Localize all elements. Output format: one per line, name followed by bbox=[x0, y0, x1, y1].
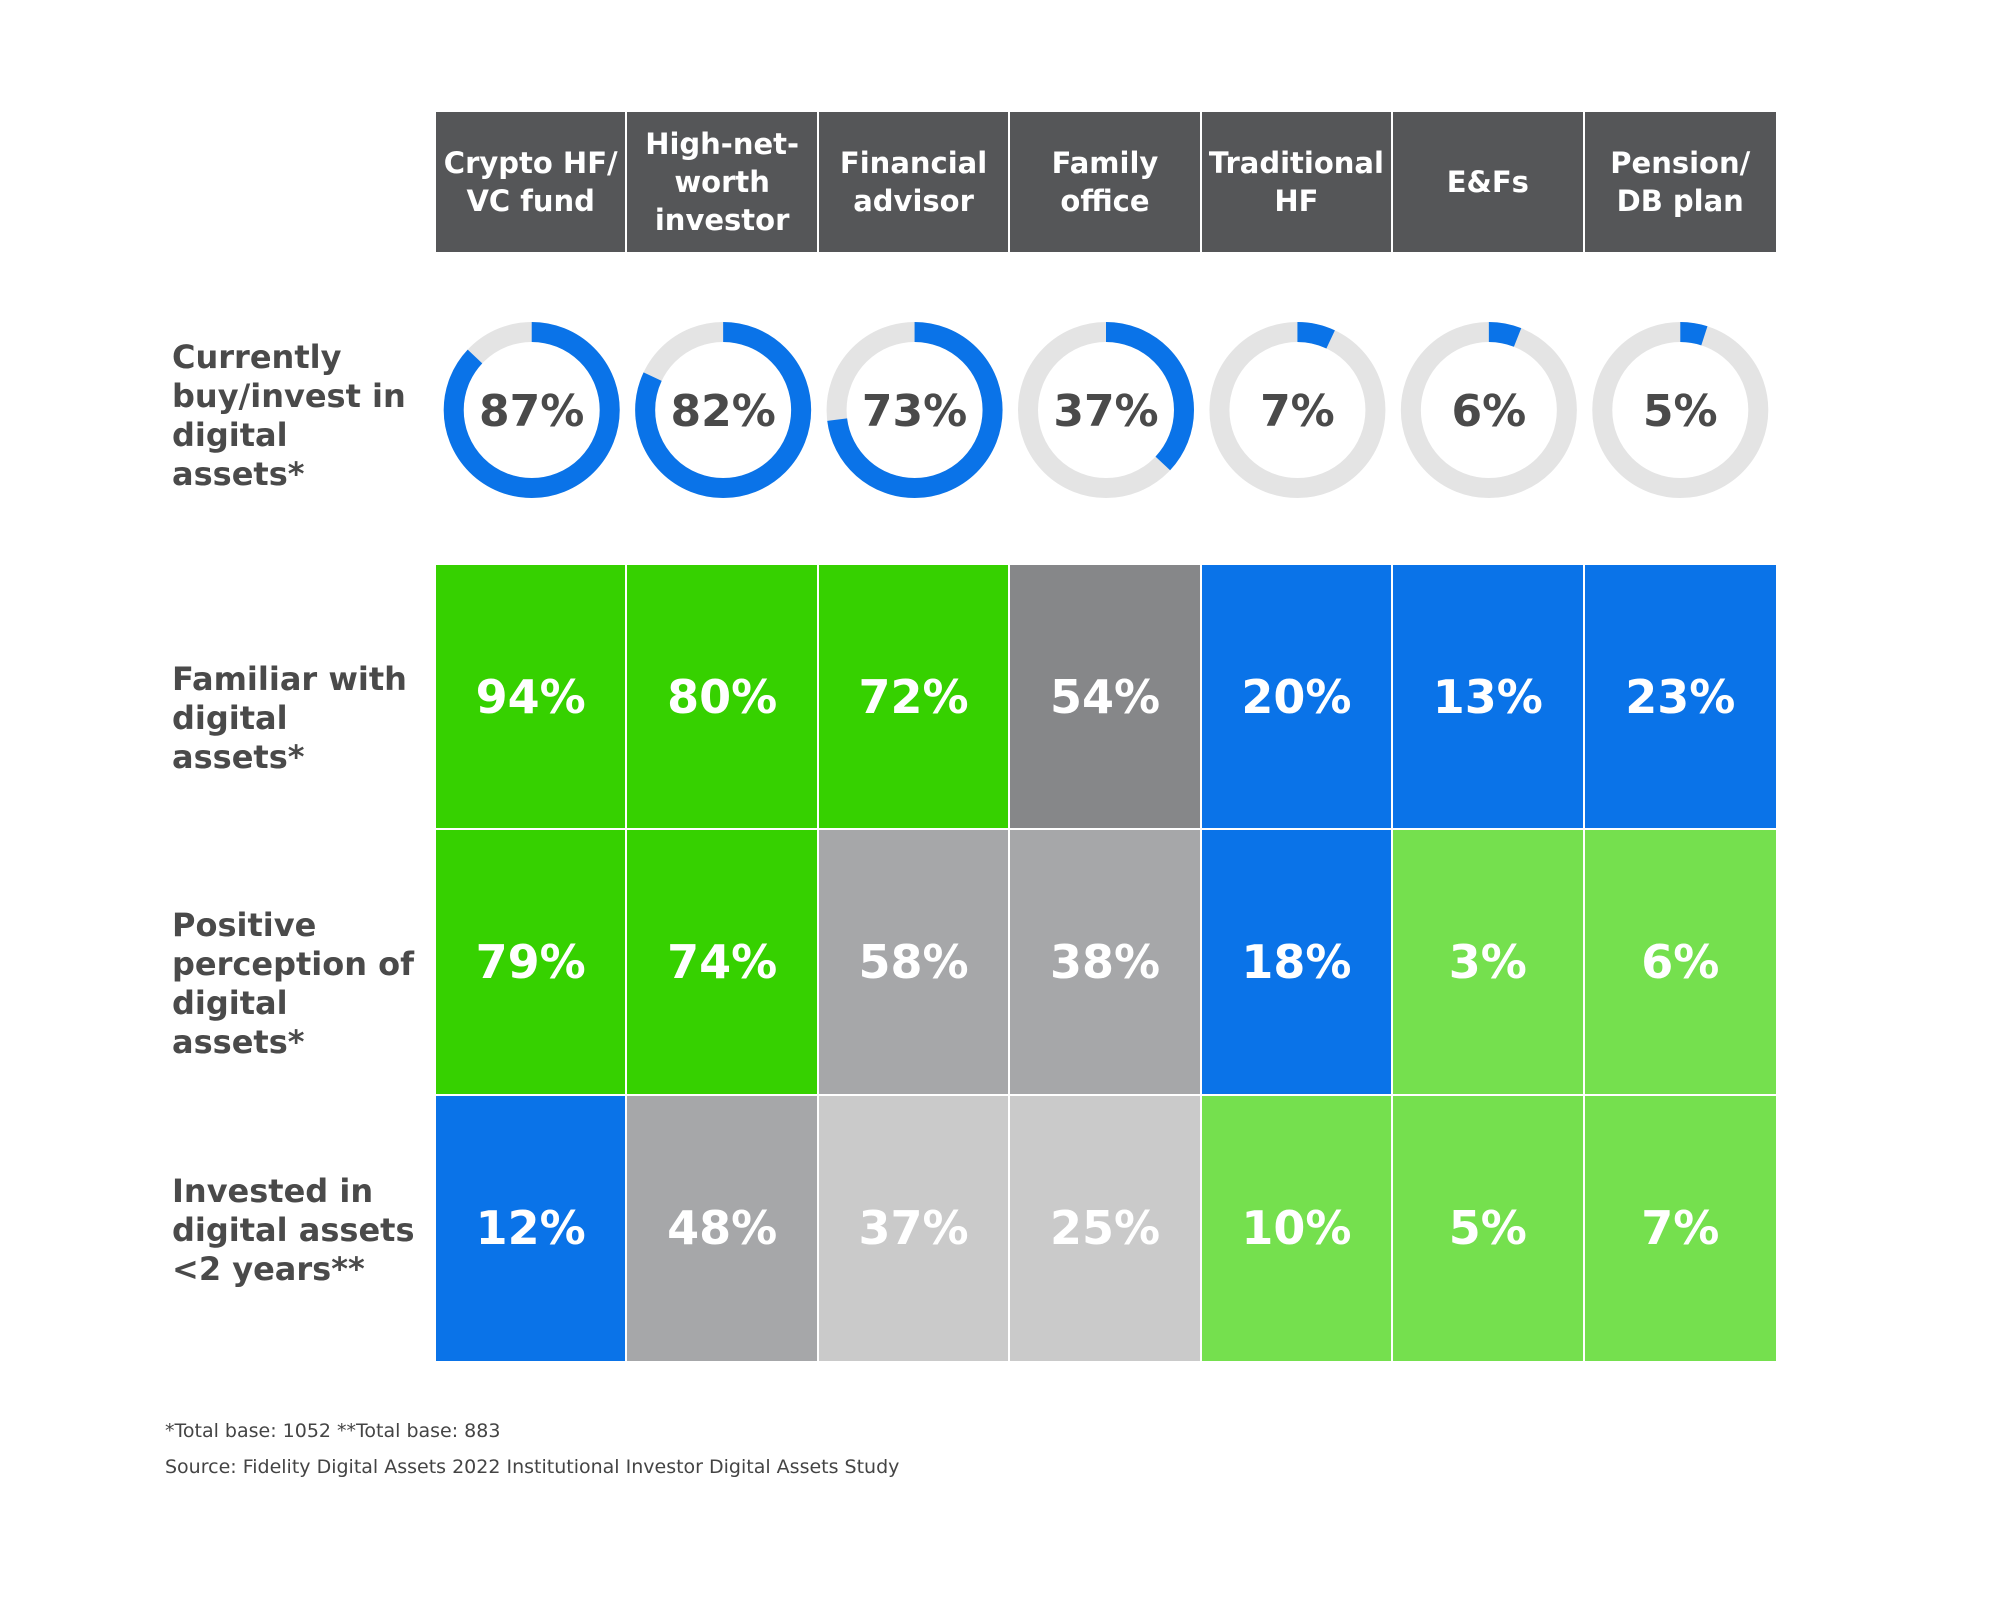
donut-label: 37% bbox=[1053, 386, 1158, 437]
donut-5: 7% bbox=[1209, 322, 1386, 498]
row-label-positive-perception: Positive perception of digital assets* bbox=[172, 906, 415, 1061]
heatmap-grid: 94% 80% 72% 54% 20% 13% 23% 79% 74% 58% 38% 18% 3% 6%… bbox=[436, 565, 1776, 1361]
row-label-familiar: Familiar with digital assets* bbox=[172, 660, 407, 776]
heatmap-cell: 80% bbox=[627, 565, 819, 831]
donut-chart-row: 87% 82% 73% 37% 7% 6% 5% bbox=[443, 322, 1769, 498]
heatmap-cell: 10% bbox=[1201, 1095, 1394, 1361]
donut-2: 82% bbox=[635, 322, 812, 498]
column-header: Traditional HF bbox=[1201, 112, 1394, 252]
heatmap-cell: 12% bbox=[436, 1095, 628, 1361]
heatmap-cell: 3% bbox=[1393, 830, 1585, 1096]
donut-4: 37% bbox=[1018, 322, 1194, 498]
column-header: Pension/ DB plan bbox=[1584, 112, 1776, 252]
row-label-invested-under-2-years: Invested in digital assets <2 years** bbox=[172, 1172, 415, 1288]
heatmap-cell: 7% bbox=[1584, 1095, 1776, 1361]
column-header-row: Crypto HF/ VC fund High-net- worth inves… bbox=[436, 112, 1776, 252]
heatmap-cell: 79% bbox=[436, 830, 628, 1096]
donut-value-arc bbox=[443, 322, 620, 498]
donut-label: 87% bbox=[479, 386, 584, 437]
column-header: Financial advisor bbox=[818, 112, 1011, 252]
donut-label: 5% bbox=[1643, 386, 1718, 437]
donut-value-arc bbox=[1209, 322, 1386, 498]
heatmap-cell: 18% bbox=[1201, 830, 1394, 1096]
donut-3: 73% bbox=[826, 322, 1003, 498]
heatmap-cell: 37% bbox=[818, 1095, 1011, 1361]
donut-label: 73% bbox=[862, 386, 967, 437]
heatmap-cell: 13% bbox=[1393, 565, 1585, 831]
donut-label: 7% bbox=[1260, 386, 1335, 437]
heatmap-cell: 74% bbox=[627, 830, 819, 1096]
donut-6: 6% bbox=[1400, 322, 1577, 498]
heatmap-cell: 48% bbox=[627, 1095, 819, 1361]
heatmap-cell: 58% bbox=[818, 830, 1011, 1096]
donut-row: 87% 82% 73% 37% 7% 6% 5% bbox=[436, 315, 1776, 505]
heatmap-cell: 94% bbox=[436, 565, 628, 831]
column-header: Family office bbox=[1010, 112, 1202, 252]
donut-value-arc bbox=[1400, 322, 1577, 498]
heatmap-cell: 5% bbox=[1393, 1095, 1585, 1361]
row-label-currently-invest: Currently buy/invest in digital assets* bbox=[172, 338, 406, 493]
heatmap-cell: 23% bbox=[1584, 565, 1776, 831]
column-header: High-net- worth investor bbox=[627, 112, 819, 252]
donut-1: 87% bbox=[443, 322, 620, 498]
heatmap-cell: 25% bbox=[1010, 1095, 1202, 1361]
column-header: Crypto HF/ VC fund bbox=[436, 112, 628, 252]
donut-label: 82% bbox=[670, 386, 775, 437]
donut-value-arc bbox=[1592, 322, 1769, 498]
heatmap-cell: 54% bbox=[1010, 565, 1202, 831]
donut-label: 6% bbox=[1452, 386, 1527, 437]
heatmap-cell: 6% bbox=[1584, 830, 1776, 1096]
donut-7: 5% bbox=[1592, 322, 1769, 498]
footnote-source: Source: Fidelity Digital Assets 2022 Ins… bbox=[165, 1456, 900, 1478]
heatmap-cell: 20% bbox=[1201, 565, 1394, 831]
column-header: E&Fs bbox=[1393, 112, 1585, 252]
heatmap-cell: 38% bbox=[1010, 830, 1202, 1096]
donut-value-arc bbox=[1018, 322, 1194, 498]
heatmap-cell: 72% bbox=[818, 565, 1011, 831]
footnote-base: *Total base: 1052 **Total base: 883 bbox=[165, 1420, 501, 1442]
